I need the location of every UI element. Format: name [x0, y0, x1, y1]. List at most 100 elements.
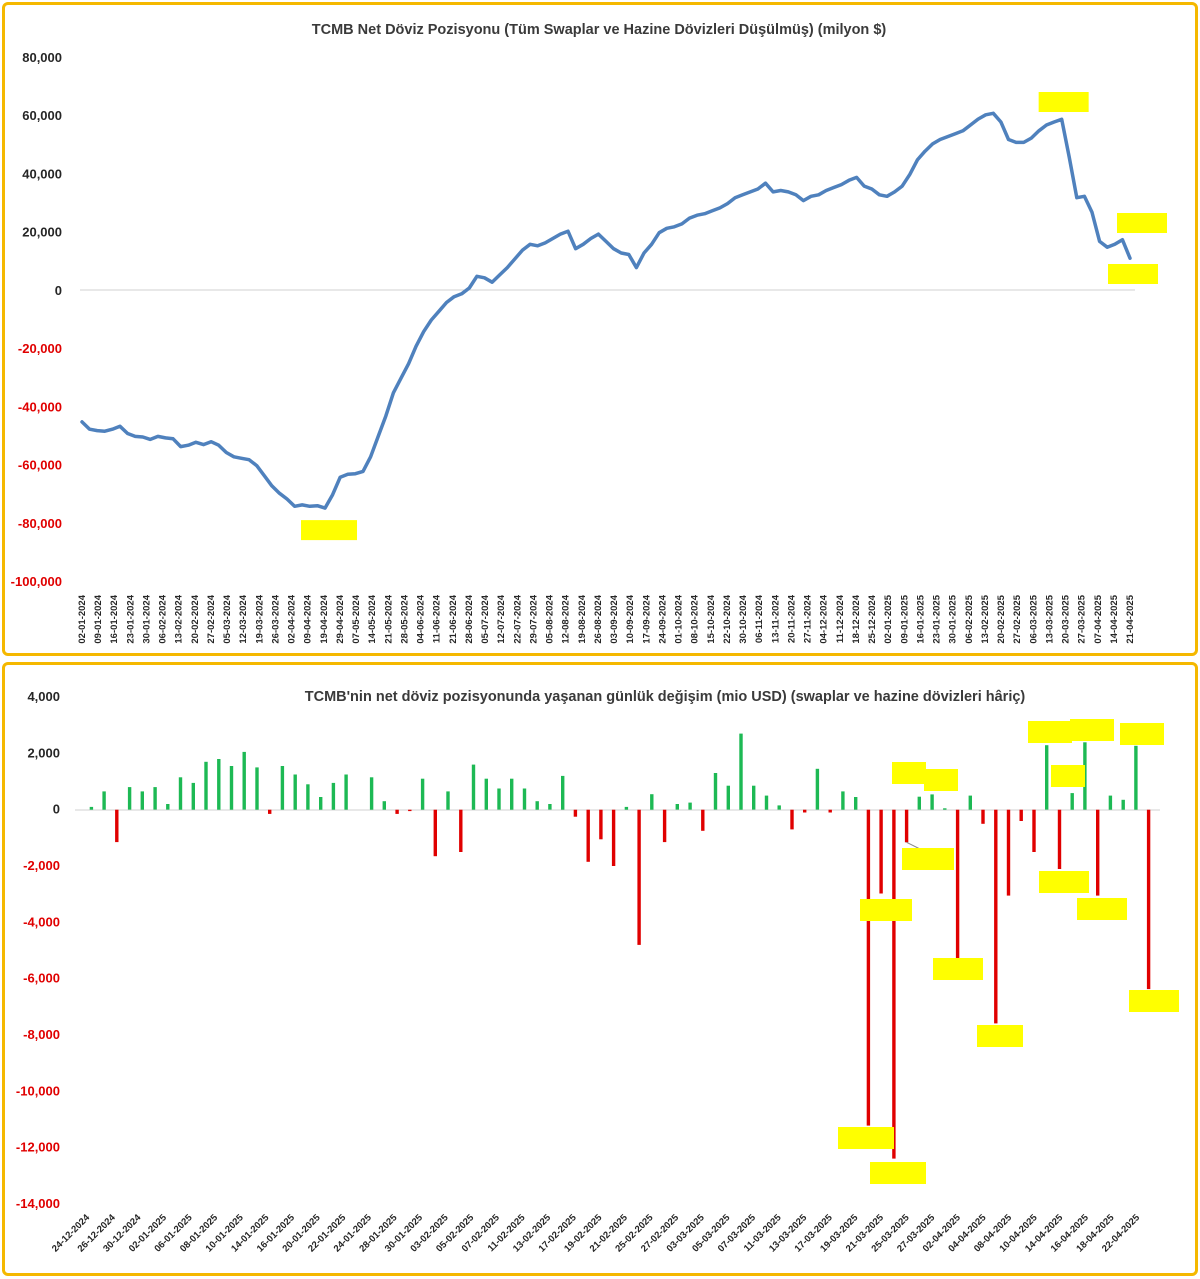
peak-value-label-box	[1038, 92, 1089, 112]
bar	[981, 809, 985, 824]
bar	[548, 804, 552, 810]
bar	[752, 785, 756, 810]
bar	[994, 809, 998, 1024]
bar	[573, 809, 578, 817]
x-tick-label: 23-01-2024	[125, 594, 136, 643]
bar-value-label	[892, 762, 926, 784]
bar	[459, 809, 463, 852]
bar	[1146, 809, 1151, 990]
bar	[713, 773, 718, 810]
y-tick-label: -14,000	[16, 1196, 60, 1211]
bar	[242, 751, 246, 810]
x-tick-label: 02-01-2025	[883, 594, 894, 643]
x-tick-label: 02-01-2024	[77, 594, 88, 643]
x-tick-label: 30-01-2025	[948, 594, 959, 643]
y-tick-label: -4,000	[23, 914, 60, 929]
x-tick-label: 28-05-2024	[399, 594, 410, 643]
prev-value-label	[1117, 213, 1167, 233]
x-tick-label: 27-02-2025	[1012, 594, 1023, 643]
bar-value-label-box	[1129, 990, 1179, 1012]
bar-value-label	[933, 958, 983, 980]
bar	[917, 796, 921, 810]
bar	[115, 809, 119, 843]
x-tick-label: 08-10-2024	[690, 594, 701, 643]
x-tick-label: 04-06-2024	[416, 594, 427, 643]
bar	[561, 775, 565, 810]
position-line-chart: TCMB Net Döviz Pozisyonu (Tüm Swaplar ve…	[11, 22, 1167, 644]
bar	[204, 761, 208, 810]
bar-value-label-box	[902, 848, 954, 870]
x-tick-label: 12-07-2024	[496, 594, 507, 643]
chart2-title: TCMB'nin net döviz pozisyonunda yaşanan …	[305, 689, 1026, 705]
prev-value-label-box	[1117, 213, 1167, 233]
bar-value-label-box	[892, 762, 926, 784]
y-tick-label: 80,000	[22, 50, 62, 65]
bar	[102, 791, 106, 810]
x-tick-label: 06-02-2025	[964, 594, 975, 643]
bar	[586, 809, 590, 862]
x-tick-label: 04-12-2024	[819, 594, 830, 643]
bar-value-label	[1129, 990, 1179, 1012]
bar	[866, 809, 871, 1126]
bar	[420, 778, 425, 810]
y-tick-label: 60,000	[22, 108, 62, 123]
y-tick-label: -80,000	[18, 516, 62, 531]
x-tick-label: 19-03-2024	[254, 594, 265, 643]
series-line	[80, 111, 1132, 510]
x-tick-label: 15-10-2024	[706, 594, 717, 643]
bar-value-label	[1039, 871, 1089, 893]
bar	[1096, 809, 1100, 896]
bar	[369, 777, 374, 810]
bar	[433, 809, 437, 857]
x-tick-label: 05-03-2024	[222, 594, 233, 643]
bar	[955, 809, 960, 959]
y-tick-label: -60,000	[18, 458, 62, 473]
bar	[688, 802, 692, 810]
x-tick-label: 16-01-2025	[915, 594, 926, 643]
bar	[1045, 745, 1049, 810]
x-tick-label: 07-04-2025	[1093, 594, 1104, 643]
y-tick-label: 40,000	[22, 166, 62, 181]
bar-value-label	[977, 1025, 1023, 1047]
x-tick-label: 16-01-2024	[109, 594, 120, 643]
y-tick-label: -10,000	[16, 1083, 60, 1098]
bar-value-label	[838, 1127, 894, 1149]
bar	[777, 805, 781, 810]
last-value-label	[1108, 264, 1158, 284]
x-tick-label: 22-07-2024	[512, 594, 523, 643]
bar	[675, 804, 679, 810]
bar-value-label-box	[924, 769, 958, 791]
x-tick-label: 12-03-2024	[238, 594, 249, 643]
bar	[764, 795, 769, 810]
bar	[510, 778, 514, 810]
x-tick-label: 06-03-2025	[1028, 594, 1039, 643]
x-tick-label: 26-08-2024	[593, 594, 604, 643]
bar	[968, 795, 972, 810]
bar	[535, 801, 539, 810]
x-tick-label: 19-08-2024	[577, 594, 588, 643]
bar	[701, 809, 705, 831]
x-tick-label: 23-01-2025	[932, 594, 943, 643]
x-tick-label: 27-11-2024	[803, 594, 814, 643]
x-tick-label: 17-09-2024	[641, 594, 652, 643]
bar-value-label-box	[860, 899, 912, 921]
x-tick-label: 29-04-2024	[335, 594, 346, 643]
bar	[497, 788, 501, 810]
bar-value-label	[860, 899, 912, 921]
bar-value-label-box	[1120, 723, 1164, 745]
y-tick-label: -12,000	[16, 1140, 60, 1155]
x-tick-label: 13-03-2025	[1044, 594, 1055, 643]
chart-panel-daily-change	[2, 662, 1198, 1276]
x-tick-label: 02-04-2024	[287, 594, 298, 643]
y-tick-label: 0	[55, 283, 62, 298]
x-tick-label: 21-05-2024	[383, 594, 394, 643]
x-tick-label: 25-12-2024	[867, 594, 878, 643]
bar-value-label-box	[870, 1162, 926, 1184]
bar-value-label-box	[1051, 765, 1085, 787]
chart1-title: TCMB Net Döviz Pozisyonu (Tüm Swaplar ve…	[312, 22, 887, 38]
bar	[662, 809, 667, 843]
peak-value-label	[1038, 92, 1089, 112]
y-tick-label: 4,000	[27, 689, 60, 704]
annotation-leader	[906, 841, 921, 850]
y-tick-label: 0	[53, 802, 60, 817]
